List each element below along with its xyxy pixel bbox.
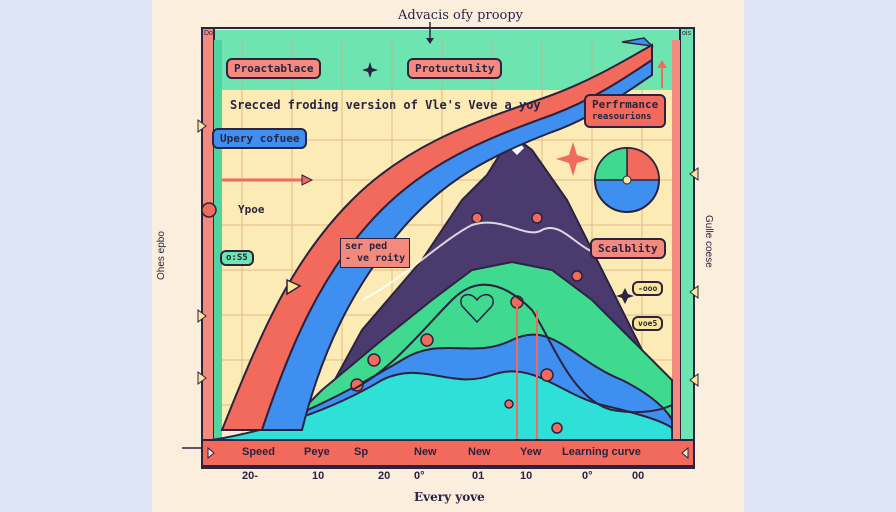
bottom-band — [201, 439, 695, 467]
small-star-icons — [362, 62, 634, 304]
bottom-item-new-1: New — [414, 446, 437, 458]
upery-label: Upery cofuee — [212, 128, 308, 149]
bottom-item-new-2: New — [468, 446, 491, 458]
chip-right-1: -ooo — [632, 281, 664, 296]
left-side-bar — [201, 27, 215, 469]
trend-line — [351, 283, 673, 414]
page-title: Advacis ofy proopy — [398, 8, 524, 23]
corner-label-tr: ois — [682, 30, 691, 37]
side-ticks — [197, 119, 699, 387]
ypoe-label: Ypoe — [238, 203, 265, 216]
bottom-item-speed: Speed — [242, 446, 276, 458]
sparkle-icon — [556, 142, 590, 176]
speed-note-line-2: - ve roity — [345, 253, 406, 264]
corner-label-tl: Do — [204, 30, 213, 37]
bottom-item-yew: Yew — [520, 446, 542, 458]
performance-sublabel: reasourions — [592, 112, 652, 122]
bottom-item-peye: Peye — [304, 446, 330, 458]
x-axis-title: Every yove — [414, 490, 485, 504]
right-side-bar — [679, 27, 695, 469]
bottom-ticks — [207, 446, 689, 460]
play-icon — [286, 278, 302, 296]
chip-right-2: voe5 — [632, 316, 664, 331]
scalability-label: Scalblity — [590, 238, 666, 259]
right-inner-bar — [672, 40, 680, 440]
bottom-item-sp: Sp — [354, 446, 369, 458]
gear-icon — [551, 422, 563, 434]
performance-box: Perfrmance reasourions — [584, 94, 667, 128]
x-tick: 10 — [520, 470, 533, 482]
speed-note: ser ped - ve roity — [340, 238, 411, 268]
white-line — [361, 221, 603, 301]
x-tick: 20 — [378, 470, 391, 482]
ospd-chip: o:S5 — [220, 250, 254, 266]
x-tick: 20- — [242, 470, 258, 482]
illustration-canvas: Advacis ofy proopy Proactablace Protuctu… — [152, 0, 744, 512]
smiley-icon — [201, 202, 217, 218]
performance-label: Perfrmance — [592, 98, 659, 111]
x-tick: 01 — [472, 470, 485, 482]
proactablace-label: Proactablace — [226, 58, 322, 79]
x-tick: 00 — [632, 470, 645, 482]
x-tick: 0° — [582, 470, 593, 482]
right-axis-label: Gulle coese — [703, 215, 714, 268]
x-tick: 10 — [312, 470, 325, 482]
x-tick: 0° — [414, 470, 425, 482]
productulity-label: Protuctulity — [407, 58, 503, 79]
arrow-icon — [621, 37, 655, 48]
banner-text: Srecced froding version of Vle's Veve a … — [230, 98, 541, 112]
heart-icon — [460, 293, 494, 324]
speed-note-line-1: ser ped — [345, 241, 388, 252]
left-inner-bar — [214, 40, 222, 440]
bottom-item-learning-curve: Learning curve — [562, 446, 641, 458]
left-axis-label: Ohes epbo — [156, 231, 167, 280]
